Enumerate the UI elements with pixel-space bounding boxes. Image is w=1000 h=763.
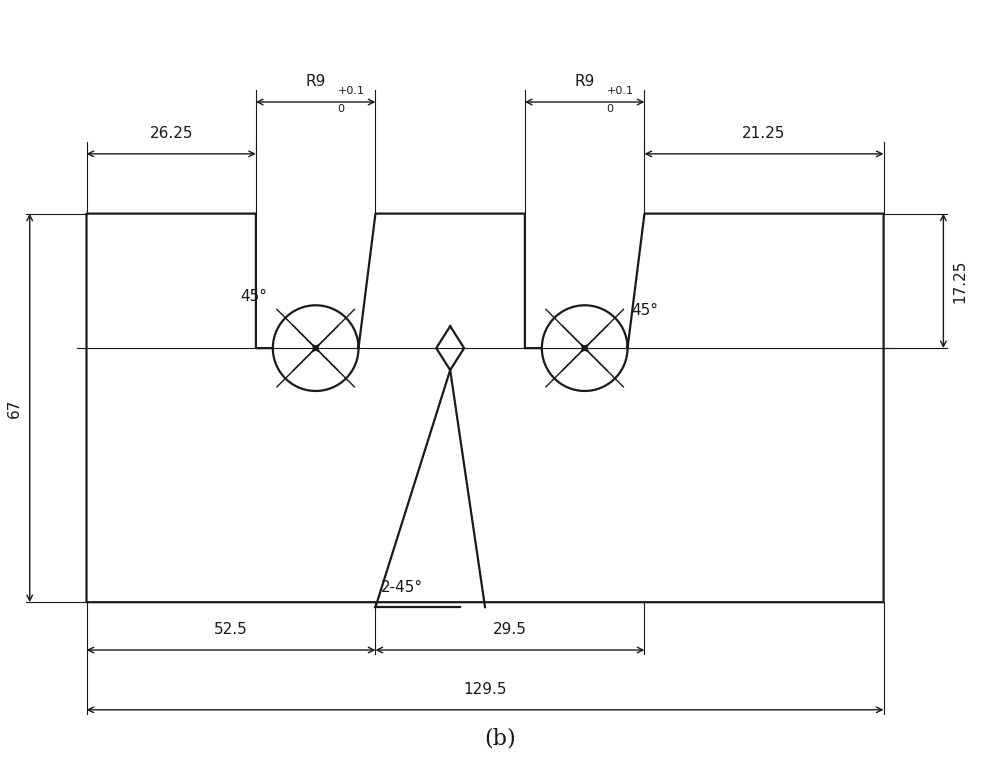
Text: R9: R9 bbox=[305, 74, 326, 89]
Text: 17.25: 17.25 bbox=[952, 259, 967, 303]
Text: 45°: 45° bbox=[240, 289, 267, 304]
Text: 29.5: 29.5 bbox=[493, 622, 527, 637]
Text: 52.5: 52.5 bbox=[214, 622, 248, 637]
Text: 129.5: 129.5 bbox=[463, 682, 507, 697]
Text: 0: 0 bbox=[338, 104, 345, 114]
Text: 26.25: 26.25 bbox=[149, 126, 193, 141]
Text: 45°: 45° bbox=[631, 303, 658, 317]
Text: 21.25: 21.25 bbox=[742, 126, 786, 141]
Text: 2-45°: 2-45° bbox=[380, 580, 423, 595]
Text: R9: R9 bbox=[575, 74, 595, 89]
Text: +0.1: +0.1 bbox=[338, 86, 365, 96]
Text: 67: 67 bbox=[7, 398, 22, 417]
Text: (b): (b) bbox=[484, 728, 516, 750]
Text: 0: 0 bbox=[607, 104, 614, 114]
Text: +0.1: +0.1 bbox=[607, 86, 634, 96]
